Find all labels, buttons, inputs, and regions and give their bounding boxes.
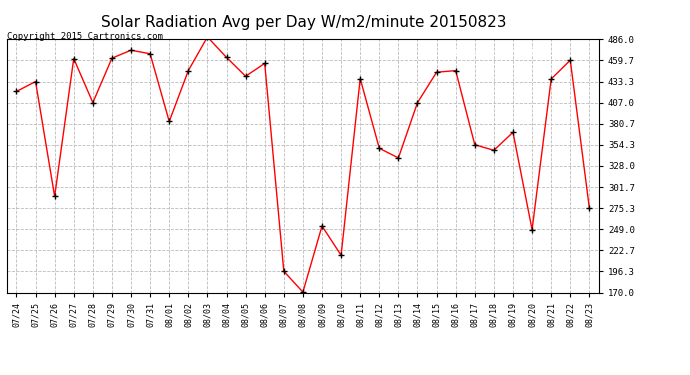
Text: Copyright 2015 Cartronics.com: Copyright 2015 Cartronics.com — [7, 32, 163, 41]
Text: Solar Radiation Avg per Day W/m2/minute 20150823: Solar Radiation Avg per Day W/m2/minute … — [101, 15, 506, 30]
